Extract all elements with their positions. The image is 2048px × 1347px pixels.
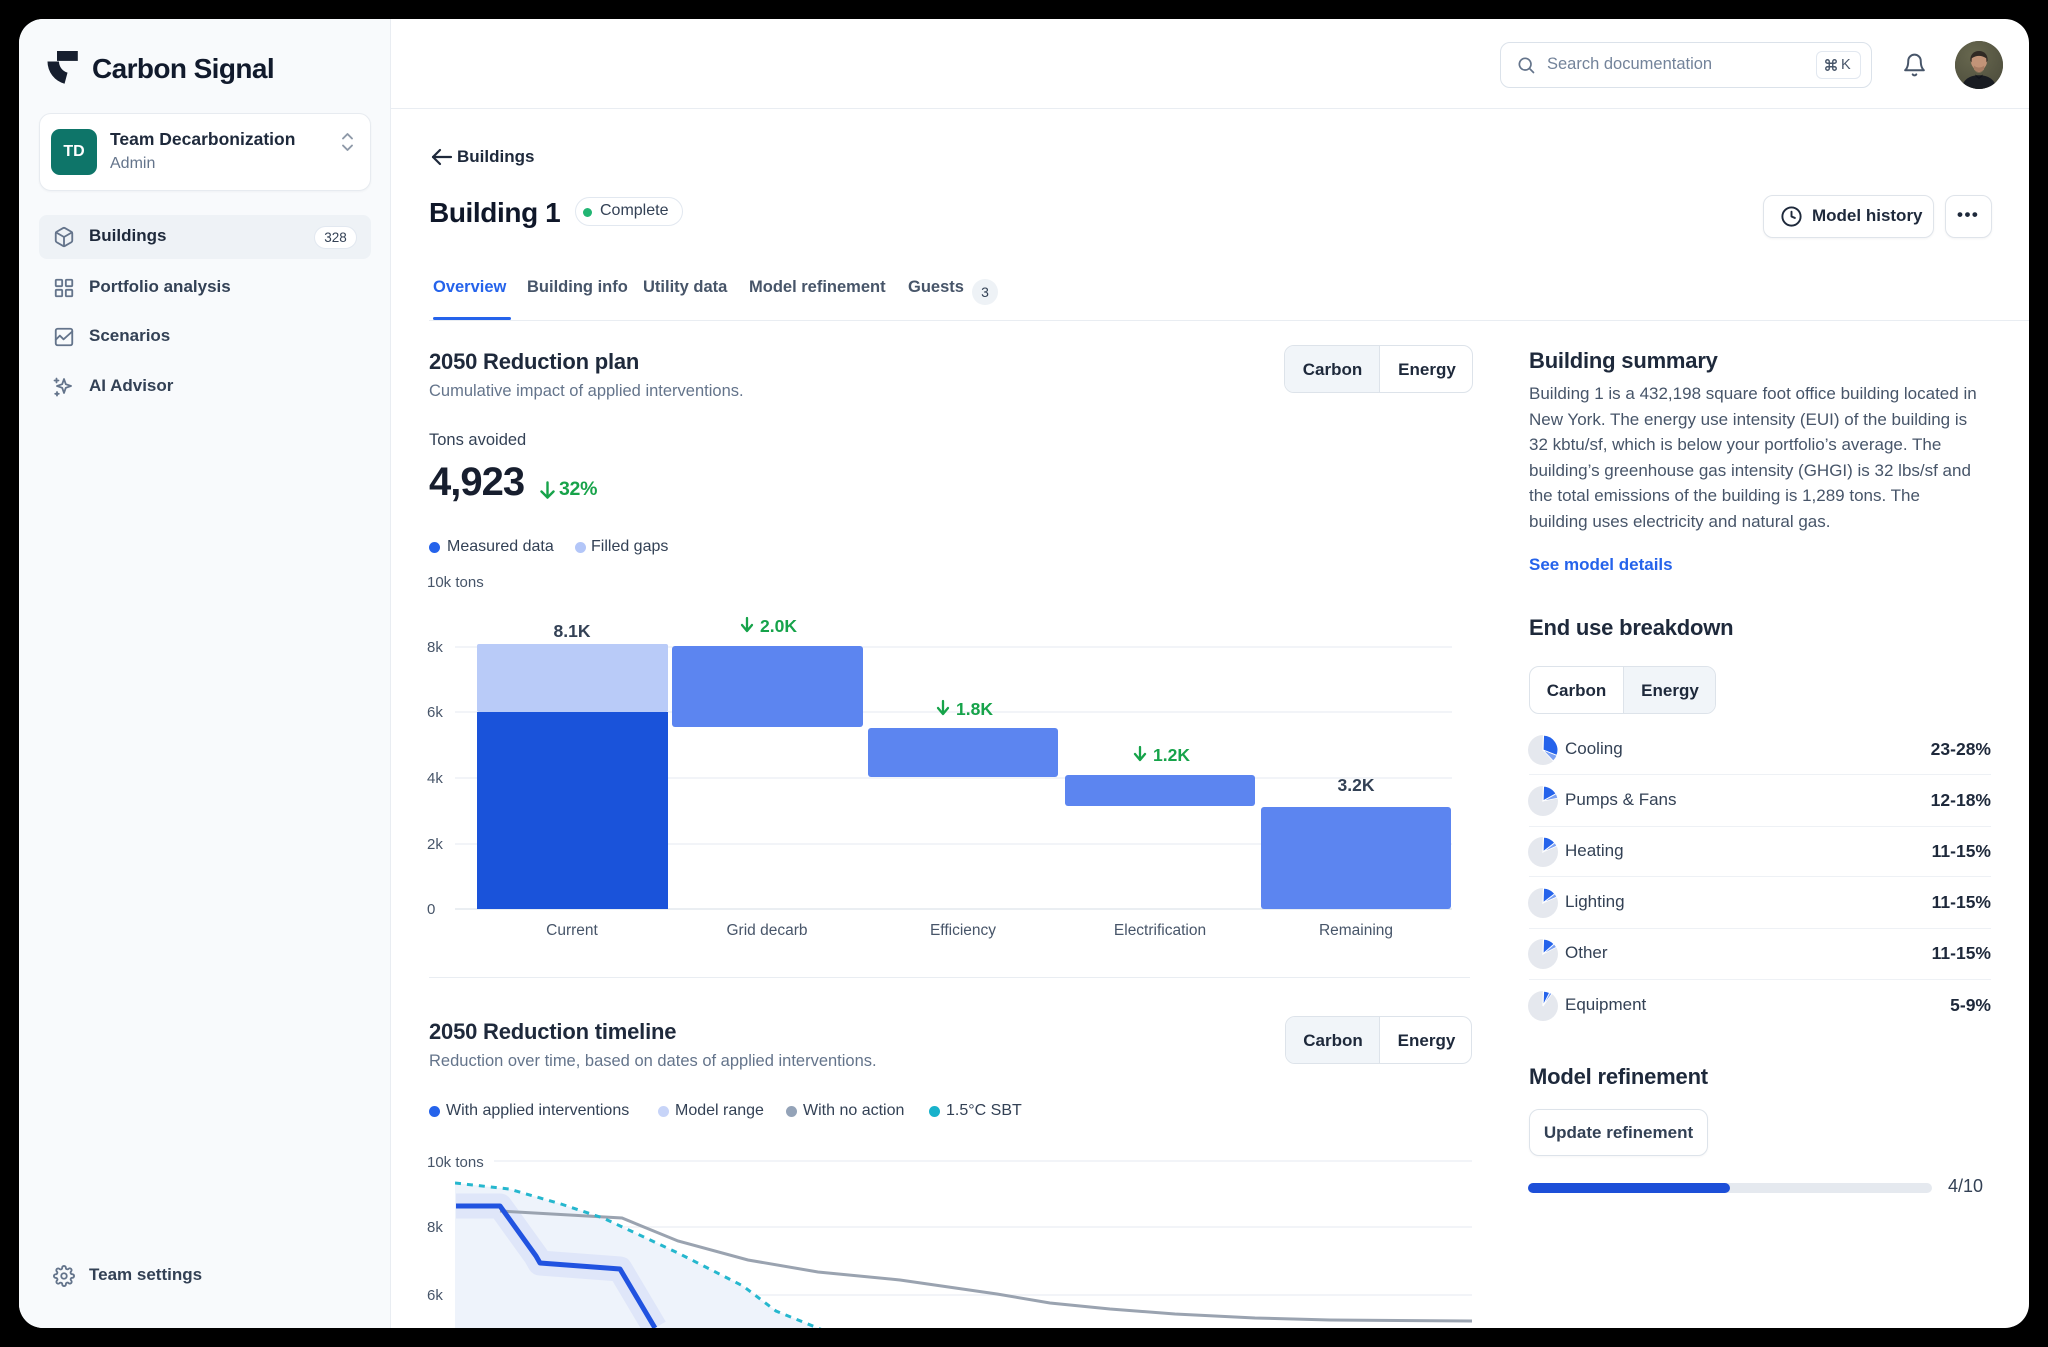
svg-text:Electrification: Electrification <box>1114 922 1206 939</box>
svg-text:8k: 8k <box>427 639 443 656</box>
svg-text:8.1K: 8.1K <box>554 621 591 641</box>
svg-text:10k tons: 10k tons <box>427 574 484 591</box>
svg-text:3.2K: 3.2K <box>1338 775 1375 795</box>
svg-text:Efficiency: Efficiency <box>930 922 996 939</box>
svg-text:2.0K: 2.0K <box>760 616 797 636</box>
svg-text:1.8K: 1.8K <box>956 699 993 719</box>
svg-text:2k: 2k <box>427 836 443 853</box>
svg-text:0: 0 <box>427 901 435 918</box>
svg-text:1.2K: 1.2K <box>1153 745 1190 765</box>
svg-text:Remaining: Remaining <box>1319 922 1393 939</box>
svg-text:8k: 8k <box>427 1219 443 1236</box>
svg-text:Current: Current <box>546 922 598 939</box>
svg-text:10k tons: 10k tons <box>427 1154 484 1171</box>
svg-text:6k: 6k <box>427 704 443 721</box>
svg-text:Grid decarb: Grid decarb <box>727 922 808 939</box>
svg-text:6k: 6k <box>427 1287 443 1304</box>
svg-text:4k: 4k <box>427 770 443 787</box>
